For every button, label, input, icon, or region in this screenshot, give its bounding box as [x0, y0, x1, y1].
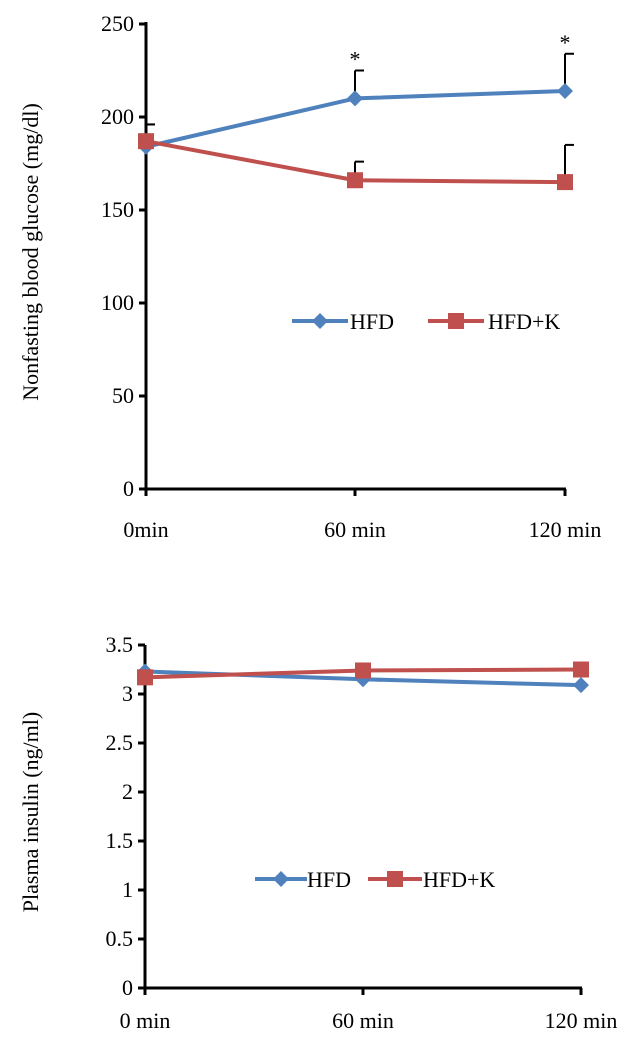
y-tick-label: 0 [123, 476, 134, 501]
data-point [573, 661, 589, 678]
legend: HFD HFD+K [292, 309, 560, 334]
legend-marker [273, 871, 289, 887]
y-axis-label: Nonfasting blood glucose (mg/dl) [18, 103, 43, 401]
y-axis-title: Plasma insulin (ng/ml) [18, 712, 43, 912]
y-tick-label: 250 [101, 11, 134, 36]
x-tick-label: 60 min [324, 517, 386, 542]
data-point [355, 662, 371, 679]
x-tick-label: 120 min [529, 517, 602, 542]
error-bar-group [145, 52, 574, 183]
y-tick-label: 3.5 [106, 632, 134, 657]
legend-label: HFD+K [423, 867, 495, 892]
legend-marker [387, 871, 403, 887]
significance-group: ** [350, 30, 571, 72]
y-tick-label: 150 [101, 197, 134, 222]
series-group [138, 82, 573, 191]
x-tick-label: 60 min [332, 1008, 394, 1033]
y-tick-group: 0 50 100 150 200 250 [101, 11, 146, 501]
legend-label: HFD [350, 309, 394, 334]
x-tick-label: 0 min [120, 1008, 171, 1033]
significance-marker: * [350, 47, 361, 72]
data-point [347, 172, 363, 189]
data-point [138, 133, 154, 150]
y-tick-label: 2.5 [106, 730, 134, 755]
y-tick-label: 2 [122, 779, 133, 804]
x-tick-group: 0 min 60 min 120 min [120, 988, 618, 1033]
y-tick-group: 0 0.5 1 1.5 2 2.5 3 3.5 [106, 632, 145, 1000]
y-tick-label: 0 [122, 975, 133, 1000]
legend-marker [312, 313, 328, 329]
y-tick-label: 3 [122, 681, 133, 706]
x-tick-group: 0min 60 min 120 min [123, 489, 601, 542]
data-point [137, 669, 153, 686]
x-tick-label: 0min [123, 517, 168, 542]
insulin-chart: Plasma insulin (ng/ml) 00.511.522.533.5 … [18, 632, 618, 1033]
y-axis-label: Plasma insulin (ng/ml) [18, 712, 43, 912]
x-tick-label: 120 min [545, 1008, 618, 1033]
series-group [137, 661, 589, 694]
significance-marker: * [560, 30, 571, 55]
y-tick-label: 0.5 [106, 926, 134, 951]
y-tick-label: 100 [101, 290, 134, 315]
y-tick-label: 50 [112, 383, 134, 408]
y-tick-label: 200 [101, 104, 134, 129]
data-point [347, 90, 363, 107]
legend-label: HFD [307, 867, 351, 892]
legend: HFD HFD+K [255, 867, 495, 892]
data-point [355, 671, 371, 688]
legend-label: HFD+K [488, 309, 560, 334]
data-point [557, 174, 573, 191]
y-tick-label: 1 [122, 877, 133, 902]
legend-marker [448, 313, 464, 329]
data-point [573, 677, 589, 694]
data-point [557, 82, 573, 99]
y-tick-label: 1.5 [106, 828, 134, 853]
glucose-chart: Nonfasting blood glucose (mg/dl) 0 50 100 1… [18, 11, 601, 542]
y-axis-title: Nonfasting blood glucose (mg/dl) [18, 103, 43, 401]
